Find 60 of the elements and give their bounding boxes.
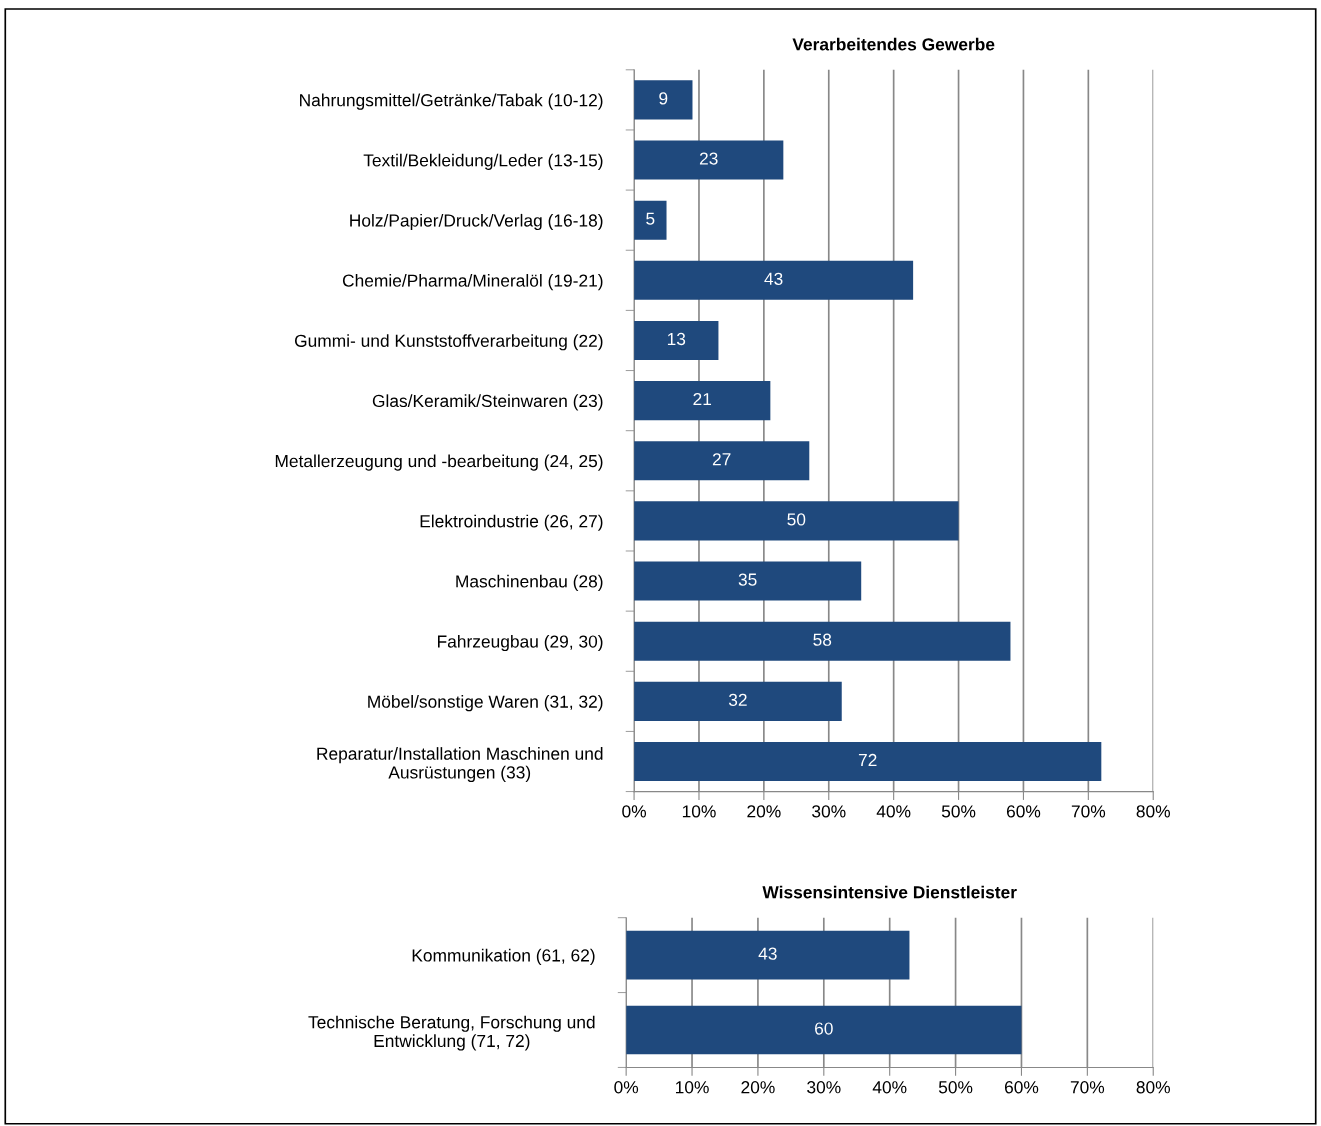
y-tick-label: Technische Beratung, Forschung und Entwicklung (71, 72) [308,1015,595,1051]
data-label: 72 [858,753,877,766]
data-label: 27 [712,453,731,466]
x-tick-label: 80% [1136,1081,1170,1094]
x-tick-label: 20% [747,805,781,818]
x-tick-label: 70% [1070,1081,1105,1094]
x-tick-label: 20% [741,1081,775,1094]
x-tick-label: 80% [1136,805,1170,818]
y-tick-label: Reparatur/Installation Maschinen und Ausrüstungen (33) [317,747,603,783]
x-tick-label: 10% [675,1081,709,1094]
y-tick-label: Nahrungsmittel/Getränke/Tabak (10-12) [300,93,603,110]
y-tick-label: Möbel/sonstige Waren (31, 32) [368,695,603,712]
x-tick-label: 40% [872,1081,907,1094]
bar [634,501,959,541]
y-tick-label: Elektroindustrie (26, 27) [420,514,603,531]
x-tick-label: 50% [938,1081,973,1094]
x-tick-label: 30% [812,805,846,818]
data-label: 32 [728,693,747,707]
data-label: 60 [815,1022,833,1035]
y-tick-label: Holz/Papier/Druck/Verlag (16-18) [350,213,603,231]
data-label: 23 [699,152,718,165]
bar [634,80,693,120]
x-tick-label: 60% [1006,805,1041,818]
y-tick-label: Fahrzeugbau (29, 30) [438,634,603,652]
bar [634,320,719,361]
data-label: 5 [646,212,655,225]
data-label: 9 [659,92,668,105]
bar [634,621,1011,661]
data-label: 13 [667,332,686,346]
data-label: 35 [738,573,757,586]
x-tick-label: 50% [941,805,976,818]
x-tick-label: 0% [614,1081,639,1094]
bar [634,441,810,481]
bar [634,200,667,240]
chart-title: Wissensintensive Dienstleister [762,885,1017,899]
x-tick-label: 70% [1071,805,1106,818]
data-label: 43 [764,272,783,285]
x-tick-label: 40% [876,805,911,818]
data-label: 43 [758,947,777,960]
x-tick-label: 10% [682,805,716,818]
data-label: 58 [813,633,832,646]
bar [634,741,1102,782]
x-tick-label: 0% [622,805,647,818]
chart-title: Verarbeitendes Gewerbe [792,37,995,51]
bar [634,381,771,421]
x-tick-label: 30% [807,1081,841,1094]
y-tick-label: Metallerzeugung und -bearbeitung (24, 25) [275,454,603,471]
y-tick-label: Textil/Bekleidung/Leder (13-15) [363,153,603,170]
x-tick-label: 60% [1004,1081,1039,1094]
y-tick-label: Glas/Keramik/Steinwaren (23) [372,394,603,411]
y-tick-label: Kommunikation (61, 62) [412,948,595,966]
y-tick-label: Gummi- und Kunststoffverarbeitung (22) [294,334,603,351]
data-label: 21 [693,392,712,406]
data-label: 50 [787,513,806,526]
bar [634,140,784,180]
bar [634,561,862,601]
y-tick-label: Chemie/Pharma/Mineralöl (19-21) [342,274,603,291]
bar [634,681,842,721]
y-tick-label: Maschinenbau (28) [456,574,603,591]
bar [634,260,914,300]
